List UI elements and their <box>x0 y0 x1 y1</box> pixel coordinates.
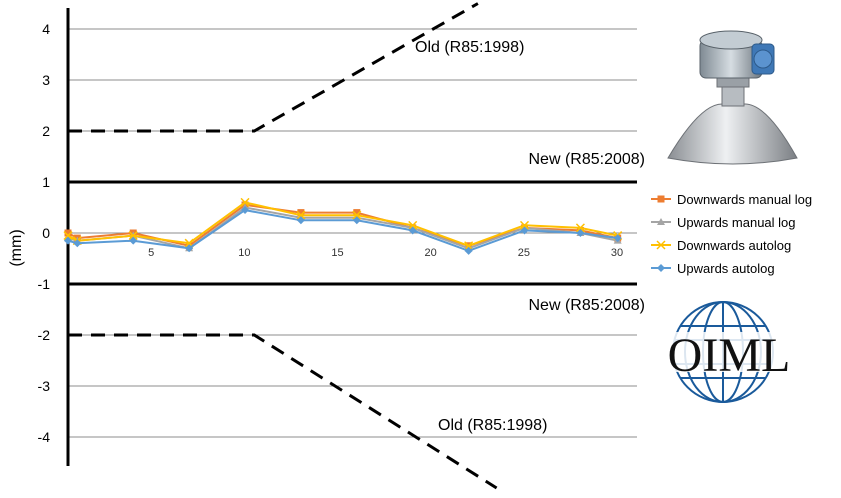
limit-lines: New (R85:2008) New (R85:2008) Old (R85:199… <box>68 2 646 490</box>
old-limit-line <box>68 2 479 133</box>
old-limit-label: Old (R85:1998) <box>415 39 524 56</box>
series-line <box>67 209 618 252</box>
data-point <box>129 236 138 245</box>
legend: Downwards manual log Upwards manual log Do… <box>651 192 812 276</box>
data-point <box>576 229 585 237</box>
data-point <box>353 209 361 217</box>
data-point <box>296 210 306 220</box>
y-tick-label: -2 <box>38 327 51 343</box>
legend-label: Upwards manual log <box>677 215 796 230</box>
y-tick-label: -4 <box>38 429 51 445</box>
data-point <box>73 239 82 248</box>
y-tick-label: -3 <box>38 378 51 394</box>
data-point <box>296 216 305 225</box>
data-point <box>128 231 138 241</box>
x-tick-label: 25 <box>518 247 530 259</box>
oiml-logo-text: OIML <box>668 329 791 382</box>
data-point <box>464 241 474 251</box>
new-limit-label: New (R85:2008) <box>529 151 646 168</box>
radar-transmitter-image <box>667 30 798 165</box>
data-point <box>656 240 666 250</box>
data-point <box>613 234 622 243</box>
data-point <box>464 246 473 255</box>
series-line <box>67 201 618 247</box>
y-axis-label: (mm) <box>8 229 25 266</box>
y-tick-label: 0 <box>42 225 50 241</box>
x-tick-label: 5 <box>148 247 154 259</box>
data-point <box>520 226 529 235</box>
data-point <box>575 223 585 233</box>
data-point <box>408 226 417 235</box>
old-limit-label: Old (R85:1998) <box>438 417 547 434</box>
y-tick-label: 1 <box>42 174 50 190</box>
data-point <box>657 218 665 225</box>
legend-label: Downwards autolog <box>677 238 791 253</box>
series-group <box>63 197 623 255</box>
data-point <box>64 229 72 237</box>
gridlines <box>68 28 637 438</box>
x-tick-label: 20 <box>425 247 437 259</box>
data-point <box>64 236 72 245</box>
old-limit-line <box>68 333 498 490</box>
data-point <box>352 210 362 220</box>
data-point <box>63 231 73 241</box>
x-tick-label: 15 <box>331 247 343 259</box>
oiml-logo: OIML <box>668 301 791 403</box>
y-tick-label: 4 <box>42 21 50 37</box>
data-point <box>297 209 305 217</box>
data-point <box>657 195 665 203</box>
x-tick-label: 30 <box>611 247 623 259</box>
y-tick-label: 2 <box>42 123 50 139</box>
data-point <box>240 197 250 207</box>
y-tick-label: 3 <box>42 72 50 88</box>
data-point <box>657 264 665 272</box>
legend-label: Upwards autolog <box>677 261 775 276</box>
new-limit-label: New (R85:2008) <box>529 297 646 314</box>
data-point <box>352 216 361 225</box>
data-point <box>241 206 250 215</box>
y-axis: 4 3 2 1 0 -1 -2 -3 -4 <box>38 8 70 466</box>
y-tick-label: -1 <box>38 276 51 292</box>
x-axis: 5 10 15 20 25 30 <box>148 247 623 259</box>
legend-label: Downwards manual log <box>677 192 812 207</box>
x-tick-label: 10 <box>238 247 250 259</box>
data-point <box>408 220 418 230</box>
data-point <box>185 244 194 253</box>
data-point <box>519 220 530 230</box>
